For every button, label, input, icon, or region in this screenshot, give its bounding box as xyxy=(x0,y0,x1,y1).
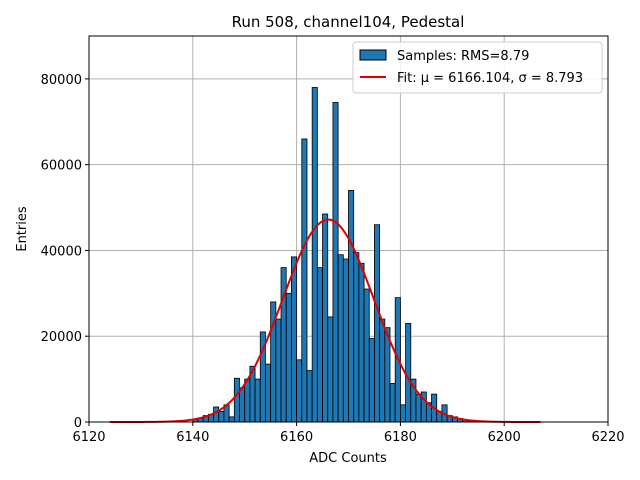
y-tick-label: 20000 xyxy=(41,330,82,345)
x-tick-label: 6180 xyxy=(384,430,417,445)
y-tick-label: 40000 xyxy=(41,244,82,259)
y-tick-label: 60000 xyxy=(41,159,82,174)
histogram-bar xyxy=(316,267,323,423)
x-tick-label: 6220 xyxy=(591,430,624,445)
histogram-bar xyxy=(353,252,360,423)
y-axis-label: Entries xyxy=(15,206,30,252)
legend-histogram-label: Samples: RMS=8.79 xyxy=(397,49,529,64)
y-axis-ticks: 0 20000 40000 60000 80000 xyxy=(41,73,89,431)
legend: Samples: RMS=8.79 Fit: μ = 6166.104, σ =… xyxy=(352,41,603,94)
legend-histogram-swatch xyxy=(359,49,387,61)
histogram-bar xyxy=(399,404,406,423)
histogram-bar xyxy=(291,256,298,423)
histogram-bar xyxy=(374,224,381,423)
histogram-bar xyxy=(415,393,422,423)
histogram-bar xyxy=(254,378,261,423)
histogram-bar xyxy=(332,102,339,423)
histogram-bar xyxy=(327,316,334,423)
histogram-bar xyxy=(218,410,225,423)
histogram-bar xyxy=(244,378,251,423)
histogram-bar xyxy=(275,318,282,423)
legend-box xyxy=(352,41,603,94)
y-tick-label: 80000 xyxy=(41,73,82,88)
fit-curve xyxy=(109,218,541,423)
histogram-bar xyxy=(337,254,344,423)
histogram-bar xyxy=(301,138,308,423)
histogram-bar xyxy=(306,370,313,423)
legend-fit-label: Fit: μ = 6166.104, σ = 8.793 xyxy=(397,71,583,86)
histogram-bar xyxy=(285,292,292,423)
histogram-bar xyxy=(363,288,370,423)
x-tick-label: 6120 xyxy=(72,430,105,445)
histogram-bar xyxy=(213,406,220,423)
histogram-bars xyxy=(192,87,474,423)
x-tick-label: 6200 xyxy=(488,430,521,445)
histogram-bar xyxy=(296,359,303,423)
x-tick-label: 6140 xyxy=(176,430,209,445)
histogram-bar xyxy=(368,337,375,423)
histogram-bar xyxy=(239,387,246,423)
histogram-bar xyxy=(342,258,349,423)
histogram-bar xyxy=(379,318,386,423)
histogram-bar xyxy=(358,262,365,423)
histogram-bar xyxy=(405,322,412,423)
plot-frame xyxy=(88,35,609,423)
histogram-bar xyxy=(265,363,272,423)
histogram-bar xyxy=(348,189,355,423)
histogram-bar xyxy=(322,213,329,423)
y-tick-label: 0 xyxy=(74,416,82,431)
histogram-bar xyxy=(384,327,391,423)
histogram-bar xyxy=(389,382,396,423)
histogram-bar xyxy=(228,416,235,423)
gaussian-fit-line xyxy=(109,218,541,423)
x-axis-ticks: 6120 6140 6160 6180 6200 6220 xyxy=(72,422,625,445)
histogram-bar xyxy=(311,87,318,423)
histogram-bar xyxy=(233,377,240,423)
x-tick-label: 6160 xyxy=(280,430,313,445)
chart-title: Run 508, channel104, Pedestal xyxy=(232,13,465,31)
x-axis-label: ADC Counts xyxy=(309,451,387,466)
